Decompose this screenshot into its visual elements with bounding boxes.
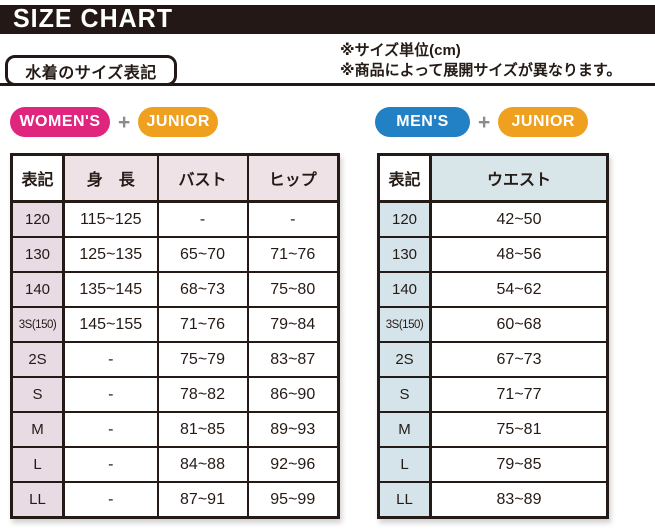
- junior-badge: JUNIOR: [138, 107, 219, 137]
- table-cell: 86~90: [246, 376, 340, 413]
- table-cell: 79~85: [429, 446, 609, 483]
- table-row: LL - 87~91 95~99: [10, 481, 340, 519]
- table-header-row: 表記 身 長 バスト ヒップ: [10, 153, 340, 203]
- column-header-size: 表記: [377, 153, 432, 203]
- table-row: 2S - 75~79 83~87: [10, 341, 340, 378]
- title-bar: SIZE CHART: [0, 5, 655, 34]
- table-row: 120 115~125 - -: [10, 200, 340, 238]
- size-label-cell: S: [377, 376, 432, 413]
- table-cell: 65~70: [156, 236, 249, 273]
- table-row: 3S(150) 60~68: [377, 306, 609, 343]
- mens-size-table: 表記 ウエスト 120 42~50 130 48~56 140 54~62 3S…: [377, 153, 609, 519]
- page-title: SIZE CHART: [13, 4, 173, 34]
- size-label-cell: 140: [377, 271, 432, 308]
- table-cell: 83~87: [246, 341, 340, 378]
- size-label-cell: M: [377, 411, 432, 448]
- table-row: 130 48~56: [377, 236, 609, 273]
- table-cell: 83~89: [429, 481, 609, 519]
- plus-sign: +: [478, 110, 491, 134]
- column-header-size: 表記: [10, 153, 65, 203]
- table-cell: -: [62, 411, 159, 448]
- table-cell: 115~125: [62, 200, 159, 238]
- table-cell: 84~88: [156, 446, 249, 483]
- table-cell: 87~91: [156, 481, 249, 519]
- table-cell: -: [246, 200, 340, 238]
- table-cell: 78~82: [156, 376, 249, 413]
- size-label-cell: 2S: [377, 341, 432, 378]
- table-cell: 75~79: [156, 341, 249, 378]
- table-row: 120 42~50: [377, 200, 609, 238]
- section-divider-rule: [0, 83, 655, 86]
- table-cell: 95~99: [246, 481, 340, 519]
- section-tab-label: 水着のサイズ表記: [25, 64, 157, 82]
- table-row: M - 81~85 89~93: [10, 411, 340, 448]
- table-cell: -: [156, 200, 249, 238]
- table-cell: 48~56: [429, 236, 609, 273]
- womens-badge: WOMEN'S: [10, 107, 110, 137]
- table-cell: 145~155: [62, 306, 159, 343]
- size-label-cell: 2S: [10, 341, 65, 378]
- table-cell: 75~81: [429, 411, 609, 448]
- table-cell: 71~76: [156, 306, 249, 343]
- table-cell: 42~50: [429, 200, 609, 238]
- column-header-waist: ウエスト: [429, 153, 609, 203]
- junior-badge: JUNIOR: [498, 107, 589, 137]
- table-row: L 79~85: [377, 446, 609, 483]
- table-cell: -: [62, 376, 159, 413]
- table-cell: 81~85: [156, 411, 249, 448]
- womens-badge-group: WOMEN'S + JUNIOR: [10, 107, 219, 137]
- mens-badge: MEN'S: [375, 107, 470, 137]
- table-cell: 75~80: [246, 271, 340, 308]
- section-tab: 水着のサイズ表記: [5, 55, 177, 86]
- table-cell: -: [62, 481, 159, 519]
- column-header-bust: バスト: [156, 153, 249, 203]
- size-label-cell: 120: [10, 200, 65, 238]
- table-row: S - 78~82 86~90: [10, 376, 340, 413]
- table-row: S 71~77: [377, 376, 609, 413]
- table-cell: 89~93: [246, 411, 340, 448]
- table-row: 140 135~145 68~73 75~80: [10, 271, 340, 308]
- size-label-cell: 140: [10, 271, 65, 308]
- table-cell: 68~73: [156, 271, 249, 308]
- size-label-cell: L: [377, 446, 432, 483]
- table-cell: 60~68: [429, 306, 609, 343]
- note-unit: ※サイズ単位(cm): [340, 42, 461, 59]
- plus-sign: +: [118, 110, 131, 134]
- table-cell: 92~96: [246, 446, 340, 483]
- size-label-cell: S: [10, 376, 65, 413]
- table-cell: 79~84: [246, 306, 340, 343]
- table-cell: 71~77: [429, 376, 609, 413]
- table-row: 2S 67~73: [377, 341, 609, 378]
- table-row: M 75~81: [377, 411, 609, 448]
- table-cell: 125~135: [62, 236, 159, 273]
- table-cell: 67~73: [429, 341, 609, 378]
- size-label-cell: 3S(150): [377, 306, 432, 343]
- table-row: 140 54~62: [377, 271, 609, 308]
- size-label-cell: M: [10, 411, 65, 448]
- size-label-cell: LL: [377, 481, 432, 519]
- column-header-height: 身 長: [62, 153, 159, 203]
- table-header-row: 表記 ウエスト: [377, 153, 609, 203]
- size-label-cell: 3S(150): [10, 306, 65, 343]
- size-label-cell: L: [10, 446, 65, 483]
- table-cell: -: [62, 341, 159, 378]
- size-notes: ※サイズ単位(cm) ※商品によって展開サイズが異なります。: [340, 41, 621, 81]
- size-label-cell: LL: [10, 481, 65, 519]
- table-row: LL 83~89: [377, 481, 609, 519]
- table-cell: 54~62: [429, 271, 609, 308]
- table-row: 3S(150) 145~155 71~76 79~84: [10, 306, 340, 343]
- table-row: L - 84~88 92~96: [10, 446, 340, 483]
- table-cell: -: [62, 446, 159, 483]
- note-availability: ※商品によって展開サイズが異なります。: [340, 62, 622, 79]
- size-label-cell: 130: [10, 236, 65, 273]
- size-label-cell: 120: [377, 200, 432, 238]
- column-header-hip: ヒップ: [246, 153, 340, 203]
- womens-size-table: 表記 身 長 バスト ヒップ 120 115~125 - - 130 125~1…: [10, 153, 340, 519]
- table-cell: 71~76: [246, 236, 340, 273]
- table-cell: 135~145: [62, 271, 159, 308]
- mens-badge-group: MEN'S + JUNIOR: [375, 107, 589, 137]
- size-label-cell: 130: [377, 236, 432, 273]
- table-row: 130 125~135 65~70 71~76: [10, 236, 340, 273]
